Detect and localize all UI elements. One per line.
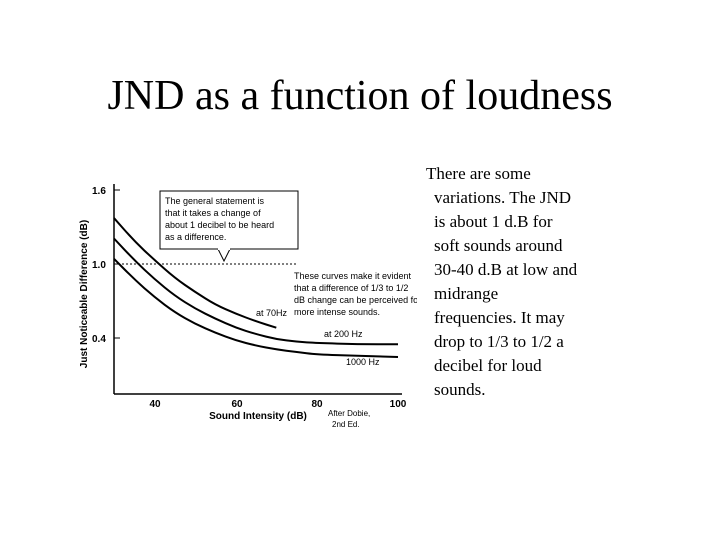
source-note: 2nd Ed. — [332, 420, 360, 429]
series-line-1000hz — [113, 258, 399, 358]
body-line: is about 1 d.B for — [434, 212, 553, 231]
body-text: There are some variations. The JND is ab… — [426, 162, 626, 402]
body-line: midrange — [434, 284, 499, 303]
x-tick-label: 100 — [390, 399, 407, 410]
y-tick-label: 1.0 — [92, 260, 106, 271]
y-axis-title: Just Noticeable Difference (dB) — [79, 220, 90, 368]
y-tick-label: 0.4 — [92, 334, 106, 345]
annotation-text: that a difference of 1/3 to 1/2 — [294, 283, 408, 293]
series-label: at 70Hz — [256, 308, 288, 318]
x-tick-label: 80 — [311, 399, 323, 410]
annotation-text: that it takes a change of — [165, 208, 261, 218]
annotation-text: The general statement is — [165, 196, 265, 206]
series-line-at-70hz — [113, 217, 277, 329]
body-line: 30-40 d.B at low and — [434, 260, 578, 279]
series-label: 1000 Hz — [346, 357, 380, 367]
annotation-text: dB change can be perceived for — [294, 295, 417, 305]
body-line: variations. The JND — [434, 188, 572, 207]
annotation-box — [159, 190, 299, 250]
annotation-text: These curves make it evident — [294, 271, 412, 281]
body-line: soft sounds around — [434, 236, 563, 255]
y-tick-label: 1.6 — [92, 186, 106, 197]
annotation-text: more intense sounds. — [294, 307, 380, 317]
series-label: at 200 Hz — [324, 329, 363, 339]
x-tick-label: 60 — [231, 399, 243, 410]
series-line-at-200hz — [113, 237, 398, 346]
source-note: After Dobie, — [328, 409, 370, 418]
body-line: There are some — [426, 164, 531, 183]
slide-title: JND as a function of loudness — [107, 73, 613, 119]
x-axis-title: Sound Intensity (dB) — [209, 411, 307, 422]
x-tick-label: 40 — [149, 399, 161, 410]
body-line: sounds. — [434, 380, 486, 399]
body-line: drop to 1/3 to 1/2 a — [434, 332, 564, 351]
body-line: frequencies. It may — [434, 308, 565, 327]
annotation-pointer — [217, 248, 231, 263]
annotation-text: about 1 decibel to be heard — [165, 220, 274, 230]
jnd-chart: 1.6 1.0 0.4 40 60 80 100 Just Noticeable… — [79, 184, 417, 429]
body-line: decibel for loud — [434, 356, 542, 375]
annotation-text: as a difference. — [165, 232, 226, 242]
